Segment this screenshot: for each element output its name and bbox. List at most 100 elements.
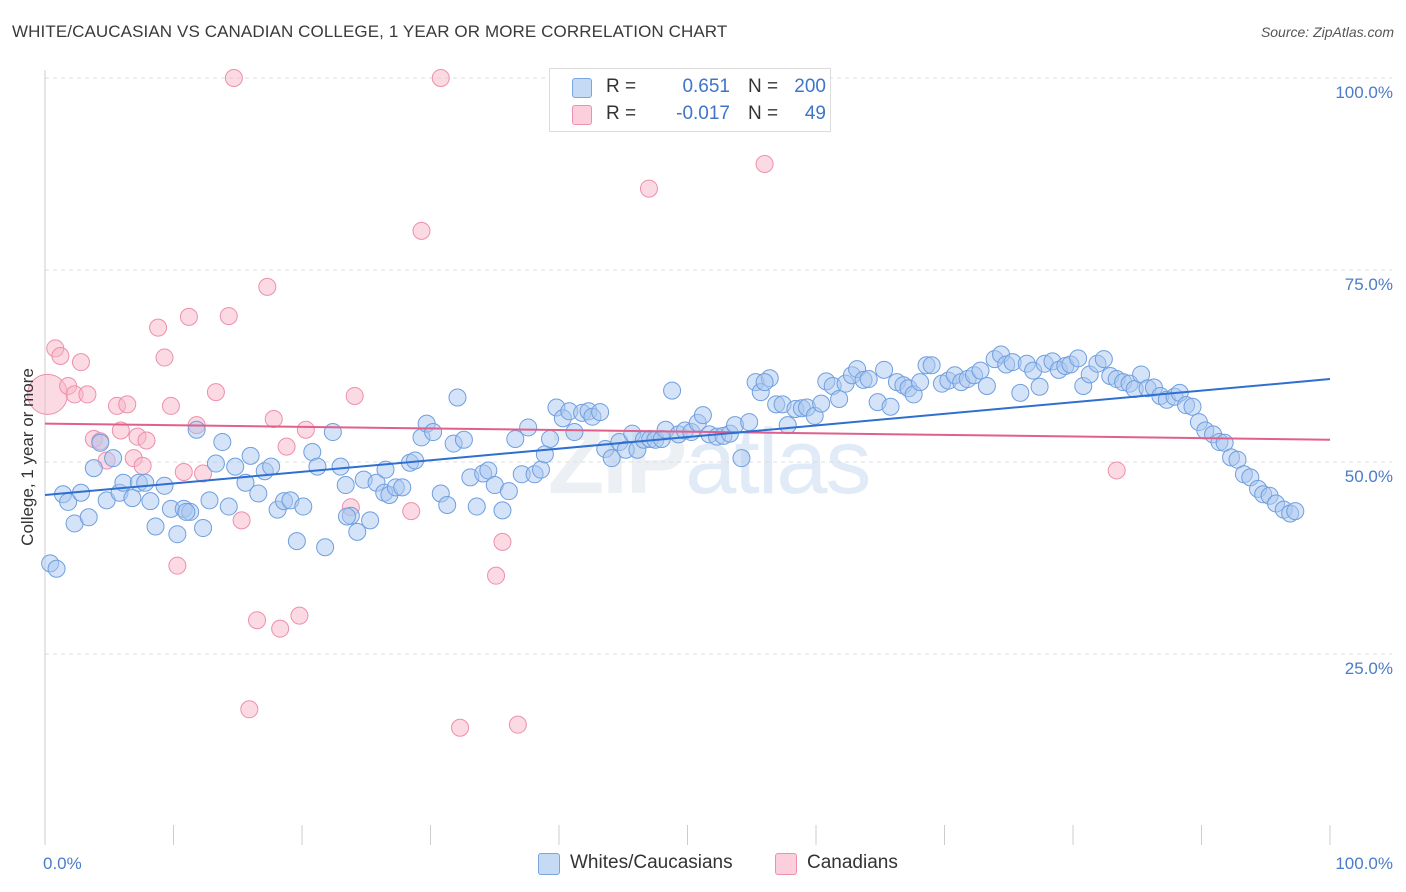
whites-point	[732, 449, 751, 468]
whites-point	[287, 532, 306, 551]
canadians-point	[412, 221, 431, 240]
canadians-point	[508, 715, 527, 734]
whites-point	[881, 397, 900, 416]
axis-layer	[44, 70, 1331, 845]
chart-title: WHITE/CAUCASIAN VS CANADIAN COLLEGE, 1 Y…	[12, 22, 728, 41]
whites-point	[532, 460, 551, 479]
legend-n-label: N =	[748, 103, 779, 124]
whites-point	[146, 517, 165, 536]
whites-point	[47, 559, 66, 578]
canadians-point	[493, 532, 512, 551]
legend-swatch-canadians	[572, 105, 592, 125]
whites-point	[438, 496, 457, 515]
whites-point	[168, 525, 187, 544]
source-label: Source: ZipAtlas.com	[1260, 24, 1394, 40]
whites-point	[206, 454, 225, 473]
whites-point	[1094, 350, 1113, 369]
whites-point	[91, 433, 110, 452]
canadians-point	[111, 421, 130, 440]
canadians-point	[149, 318, 168, 337]
canadians-point	[206, 383, 225, 402]
legend-n-label: N =	[748, 76, 779, 97]
whites-point	[499, 482, 518, 501]
whites-point	[1069, 349, 1088, 368]
canadians-point	[168, 556, 187, 575]
canadians-point	[264, 409, 283, 428]
whites-point	[1183, 397, 1202, 416]
whites-point	[1011, 383, 1030, 402]
canadians-trend-line	[44, 422, 1331, 441]
canadians-point	[290, 606, 309, 625]
canadians-points	[27, 69, 1126, 737]
y-axis-label: College, 1 year or more	[18, 368, 37, 546]
whites-point	[535, 445, 554, 464]
trend-layer	[44, 378, 1331, 497]
whites-point	[448, 388, 467, 407]
legend-r-value: -0.017	[676, 103, 730, 124]
whites-point	[219, 497, 238, 516]
whites-point	[663, 381, 682, 400]
canadians-point	[224, 69, 243, 87]
legend-row-canadians: R = -0.017 N = 49	[572, 102, 826, 126]
whites-point	[424, 423, 443, 442]
whites-point	[755, 373, 774, 392]
bottom-legend-label-whites: Whites/Caucasians	[570, 852, 733, 873]
canadians-point	[296, 420, 315, 439]
legend-row-whites: R = 0.651 N = 200	[572, 75, 826, 99]
canadians-point	[451, 718, 470, 737]
canadians-point	[133, 456, 152, 475]
whites-point	[454, 430, 473, 449]
whites-point	[213, 433, 232, 452]
y-tick-label: 75.0%	[1345, 275, 1393, 294]
whites-point	[591, 403, 610, 422]
whites-point	[337, 507, 356, 526]
whites-point	[331, 457, 350, 476]
whites-point	[323, 423, 342, 442]
canadians-point	[258, 277, 277, 296]
canadians-point	[248, 611, 267, 630]
y-tick-label: 50.0%	[1345, 467, 1393, 486]
whites-point	[308, 457, 327, 476]
canadians-point	[71, 353, 90, 372]
whites-point	[236, 473, 255, 492]
canadians-point	[639, 179, 658, 198]
whites-point	[155, 476, 174, 495]
whites-point	[294, 497, 313, 516]
whites-point	[316, 538, 335, 557]
whites-point	[971, 361, 990, 380]
whites-point	[104, 449, 123, 468]
whites-point	[541, 429, 560, 448]
whites-point	[79, 508, 98, 527]
whites-point	[177, 502, 196, 521]
whites-point	[693, 406, 712, 425]
canadians-point	[51, 347, 70, 366]
legend-r-label: R =	[606, 103, 637, 124]
correlation-legend: R = 0.651 N = 200 R = -0.017 N = 49	[549, 68, 831, 132]
canadians-point	[755, 155, 774, 174]
canadians-point	[431, 69, 450, 87]
whites-point	[565, 423, 584, 442]
label-layer: 25.0% 50.0% 75.0% 100.0% 0.0% 100.0% College, …	[18, 83, 1393, 873]
whites-point	[778, 416, 797, 435]
grid-layer	[45, 77, 1392, 655]
canadians-point	[179, 307, 198, 326]
canadians-point	[271, 619, 290, 638]
bottom-legend-swatch-whites	[538, 853, 560, 875]
canadians-point	[155, 348, 174, 367]
x-tick-label-max: 100.0%	[1335, 854, 1393, 873]
whites-point	[467, 497, 486, 516]
y-tick-label: 100.0%	[1335, 83, 1393, 102]
whites-point	[249, 484, 268, 503]
whites-point	[812, 394, 831, 413]
whites-point	[911, 373, 930, 392]
whites-point	[262, 457, 281, 476]
whites-point	[602, 449, 621, 468]
whites-point	[519, 418, 538, 437]
legend-swatch-whites	[572, 78, 592, 98]
legend-r-label: R =	[606, 76, 637, 97]
whites-point	[194, 519, 213, 538]
whites-points	[41, 345, 1305, 578]
whites-trend-line	[44, 378, 1331, 497]
whites-point	[336, 476, 355, 495]
